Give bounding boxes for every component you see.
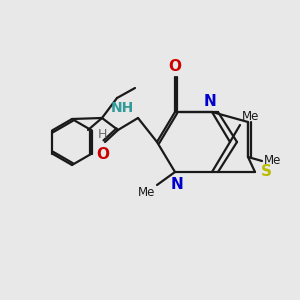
Text: N: N	[171, 177, 183, 192]
Text: Me: Me	[264, 154, 281, 167]
Text: S: S	[261, 164, 272, 178]
Text: H: H	[97, 128, 107, 141]
Text: O: O	[169, 59, 182, 74]
Text: O: O	[97, 147, 110, 162]
Text: Me: Me	[242, 110, 260, 123]
Text: NH: NH	[111, 101, 134, 115]
Text: N: N	[204, 94, 216, 109]
Text: Me: Me	[138, 186, 155, 199]
